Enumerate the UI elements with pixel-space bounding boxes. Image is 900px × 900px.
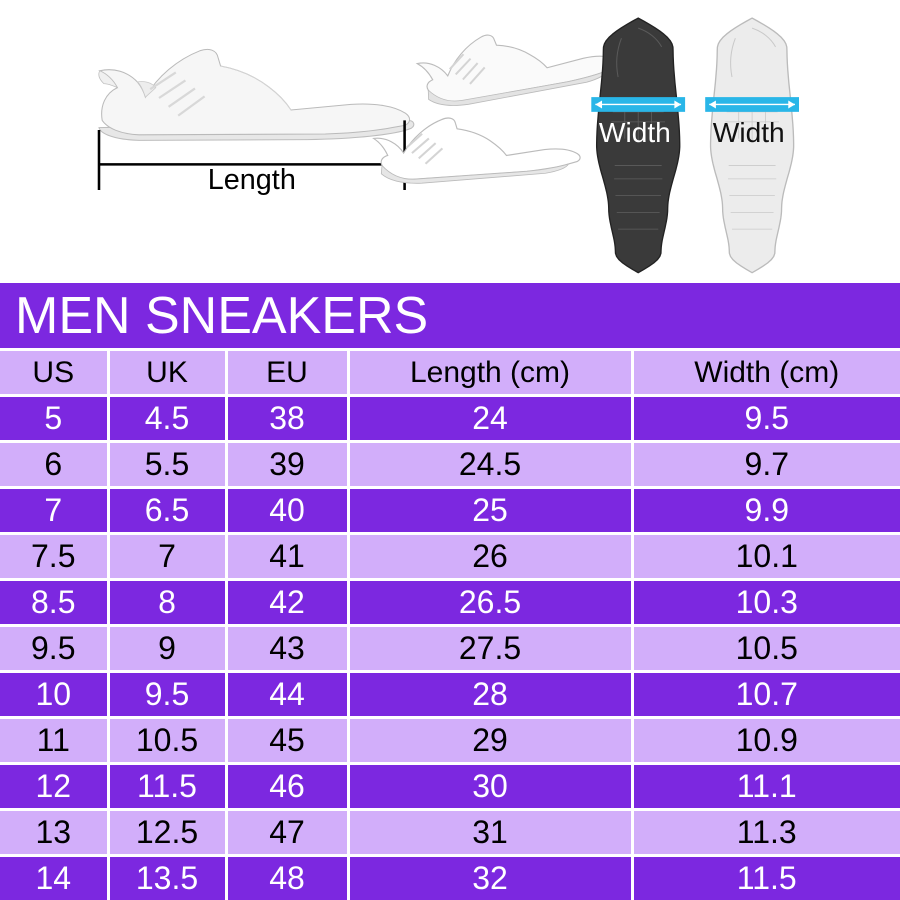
svg-text:Length: Length [208,164,296,196]
svg-text:Width: Width [599,117,671,148]
svg-text:Width: Width [713,117,785,148]
